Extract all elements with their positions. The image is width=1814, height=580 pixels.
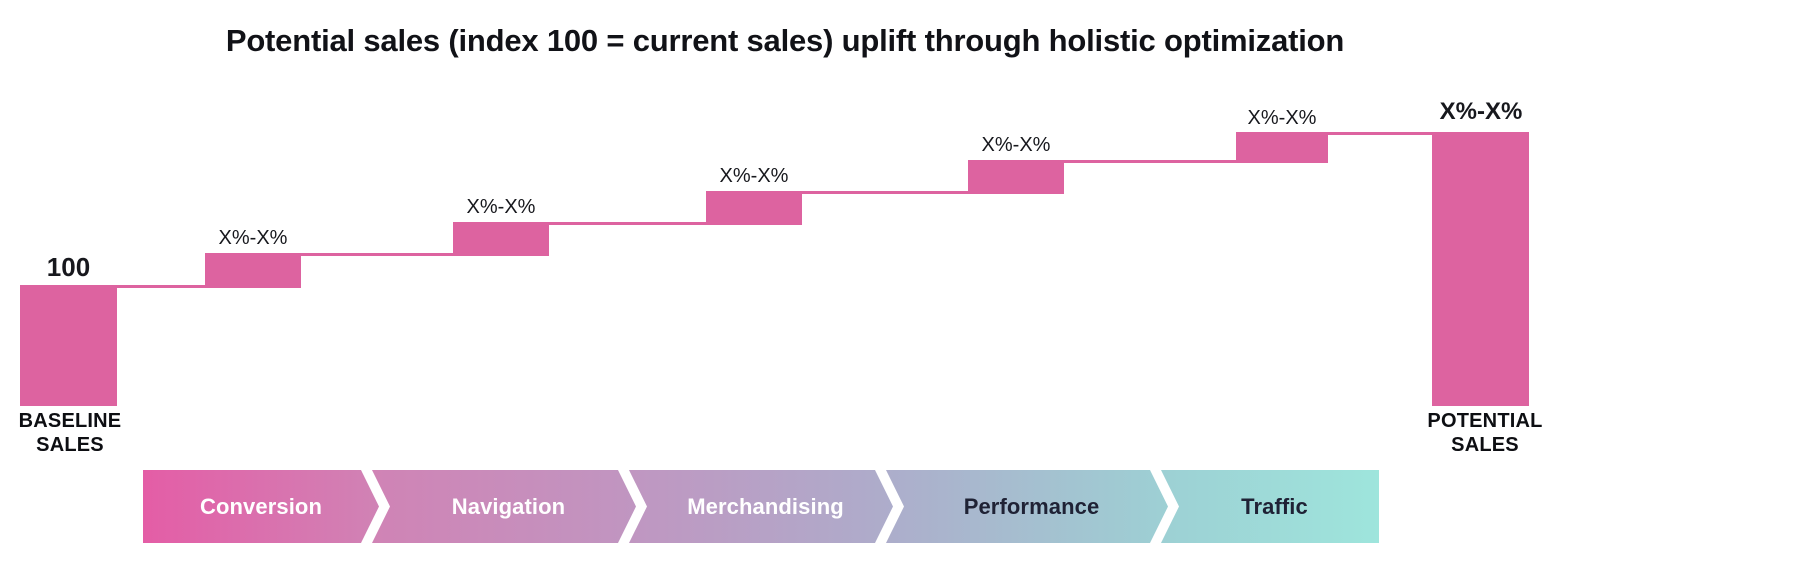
banner-segment-performance[interactable] (886, 470, 1168, 543)
connector-performance-to-traffic (968, 160, 1236, 163)
bar-baseline-sales[interactable] (20, 288, 117, 406)
value-label-navigation: X%-X% (466, 196, 536, 218)
banner-segment-merchandising[interactable] (629, 470, 893, 543)
bar-navigation[interactable] (453, 225, 549, 256)
connector-traffic-to-potential (1236, 132, 1432, 135)
bar-performance[interactable] (968, 163, 1064, 194)
value-label-baseline: 100 (46, 252, 91, 282)
axis-label-potential-sales: POTENTIAL SALES (1427, 410, 1543, 456)
connector-conversion-to-navigation (205, 253, 453, 256)
category-banner: Conversion Navigation Merchandising Perf… (143, 470, 1379, 543)
connector-baseline-to-conversion (20, 285, 205, 288)
value-label-merchandising: X%-X% (719, 165, 789, 187)
banner-segment-traffic[interactable] (1161, 470, 1379, 543)
connector-merchandising-to-performance (706, 191, 968, 194)
page-title: Potential sales (index 100 = current sal… (225, 23, 1345, 58)
axis-label-baseline-sales: BASELINE SALES (18, 410, 122, 456)
bar-merchandising[interactable] (706, 194, 802, 225)
category-banner-svg (143, 470, 1379, 543)
bar-conversion[interactable] (205, 256, 301, 288)
value-label-traffic: X%-X% (1247, 107, 1317, 129)
banner-segment-navigation[interactable] (372, 470, 636, 543)
bar-potential-sales[interactable] (1432, 132, 1529, 406)
banner-segment-conversion[interactable] (143, 470, 379, 543)
value-label-performance: X%-X% (981, 134, 1051, 156)
connector-navigation-to-merchandising (453, 222, 706, 225)
bar-traffic[interactable] (1236, 135, 1328, 163)
value-label-potential: X%-X% (1439, 98, 1523, 125)
value-label-conversion: X%-X% (218, 227, 288, 249)
